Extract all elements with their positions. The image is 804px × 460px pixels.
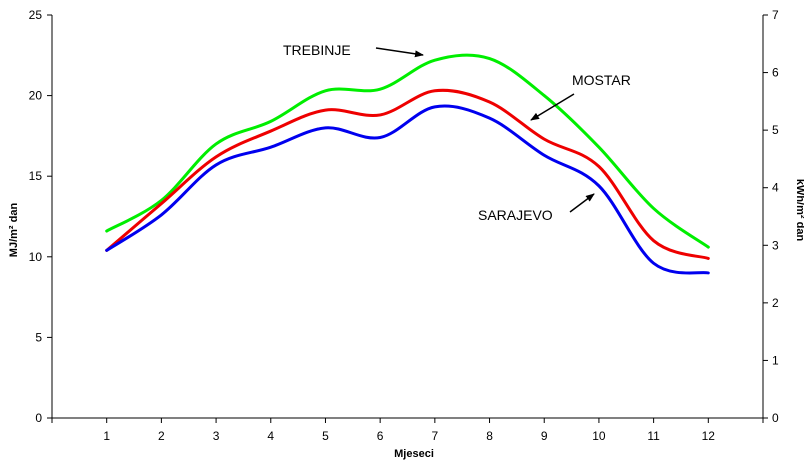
right-tick-label: 5 [772,123,779,137]
right-tick-label: 4 [772,181,779,195]
right-tick-label: 0 [772,411,779,425]
left-axis-title: MJ/m² dan [8,203,20,258]
right-tick-label: 1 [772,353,779,367]
x-tick-label: 1 [103,429,110,443]
right-tick-label: 2 [772,296,779,310]
sarajevo-label: SARAJEVO [478,207,553,223]
x-tick-label: 8 [486,429,493,443]
right-tick-label: 3 [772,238,779,252]
left-tick-label: 25 [29,8,43,22]
mostar-arrow [530,93,575,121]
trebinje-label: TREBINJE [283,42,351,58]
x-tick-label: 12 [702,429,716,443]
right-tick-label: 7 [772,8,779,22]
right-axis-title: kWh/m² dan [794,179,804,242]
series-line-mostar [105,88,710,260]
trebinje-arrow [375,47,424,58]
mostar-label: MOSTAR [572,72,631,88]
x-tick-label: 11 [647,429,660,443]
left-tick-label: 10 [29,250,43,264]
x-axis-title: Mjeseci [394,448,434,460]
right-axis-ticks: 0 1 2 3 4 5 6 7 [763,8,779,425]
x-tick-label: 10 [592,429,606,443]
series-line-trebinje [105,53,710,249]
x-tick-label: 5 [322,429,329,443]
sarajevo-annotation: SARAJEVO [478,193,595,223]
x-axis-ticks: 1 2 3 4 5 6 7 8 9 10 11 12 [51,418,764,443]
x-tick-label: 2 [158,429,165,443]
sarajevo-arrow [569,193,595,213]
left-tick-label: 20 [29,89,43,103]
x-tick-label: 4 [267,429,274,443]
x-tick-label: 9 [541,429,548,443]
series-lines [105,53,710,275]
x-tick-label: 7 [432,429,439,443]
axes [51,15,764,419]
mostar-annotation: MOSTAR [530,72,631,121]
series-line-sarajevo [105,104,710,275]
left-tick-label: 0 [35,411,42,425]
left-tick-label: 15 [29,169,43,183]
x-tick-label: 3 [213,429,220,443]
trebinje-annotation: TREBINJE [283,42,424,58]
x-tick-label: 6 [377,429,384,443]
left-tick-label: 5 [35,330,42,344]
right-tick-label: 6 [772,66,779,80]
left-axis-ticks: 0 5 10 15 20 25 [29,8,52,425]
